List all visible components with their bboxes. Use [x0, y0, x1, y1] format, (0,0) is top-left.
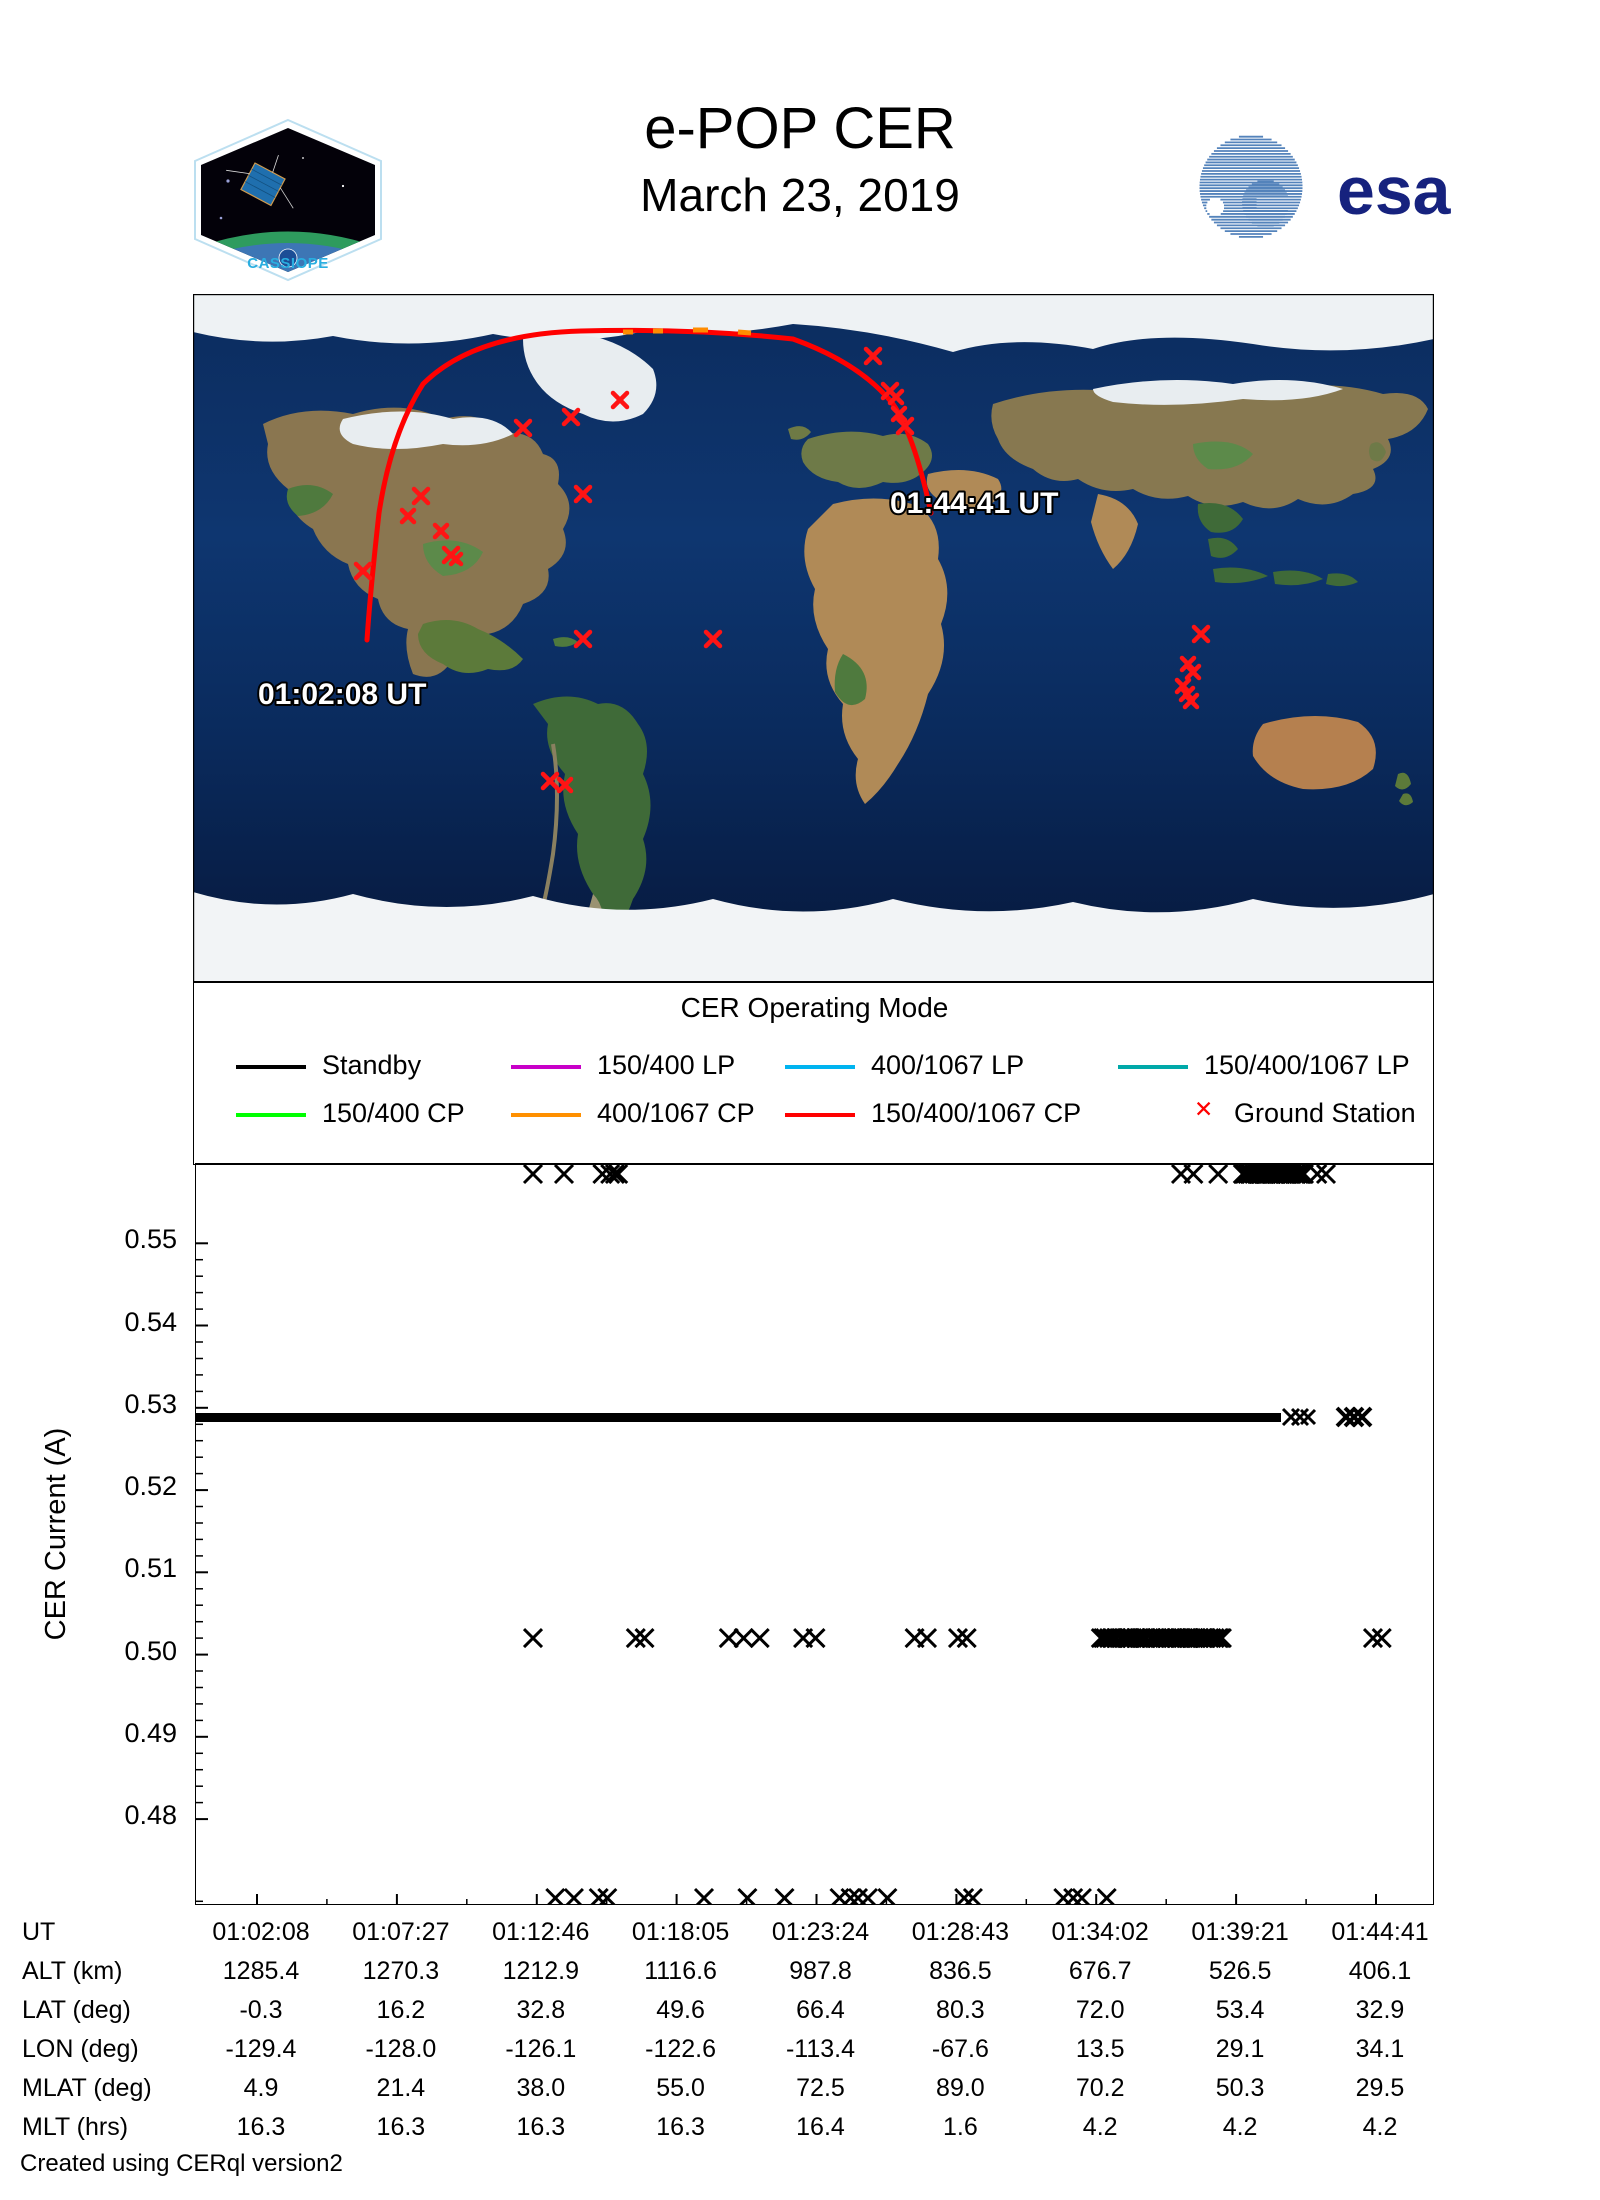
svg-text:01:02:08 UT: 01:02:08 UT	[258, 678, 426, 711]
svg-text:01:44:41 UT: 01:44:41 UT	[890, 487, 1058, 520]
svg-text:esa: esa	[1337, 153, 1452, 229]
svg-text:CASSIOPE: CASSIOPE	[247, 255, 329, 272]
